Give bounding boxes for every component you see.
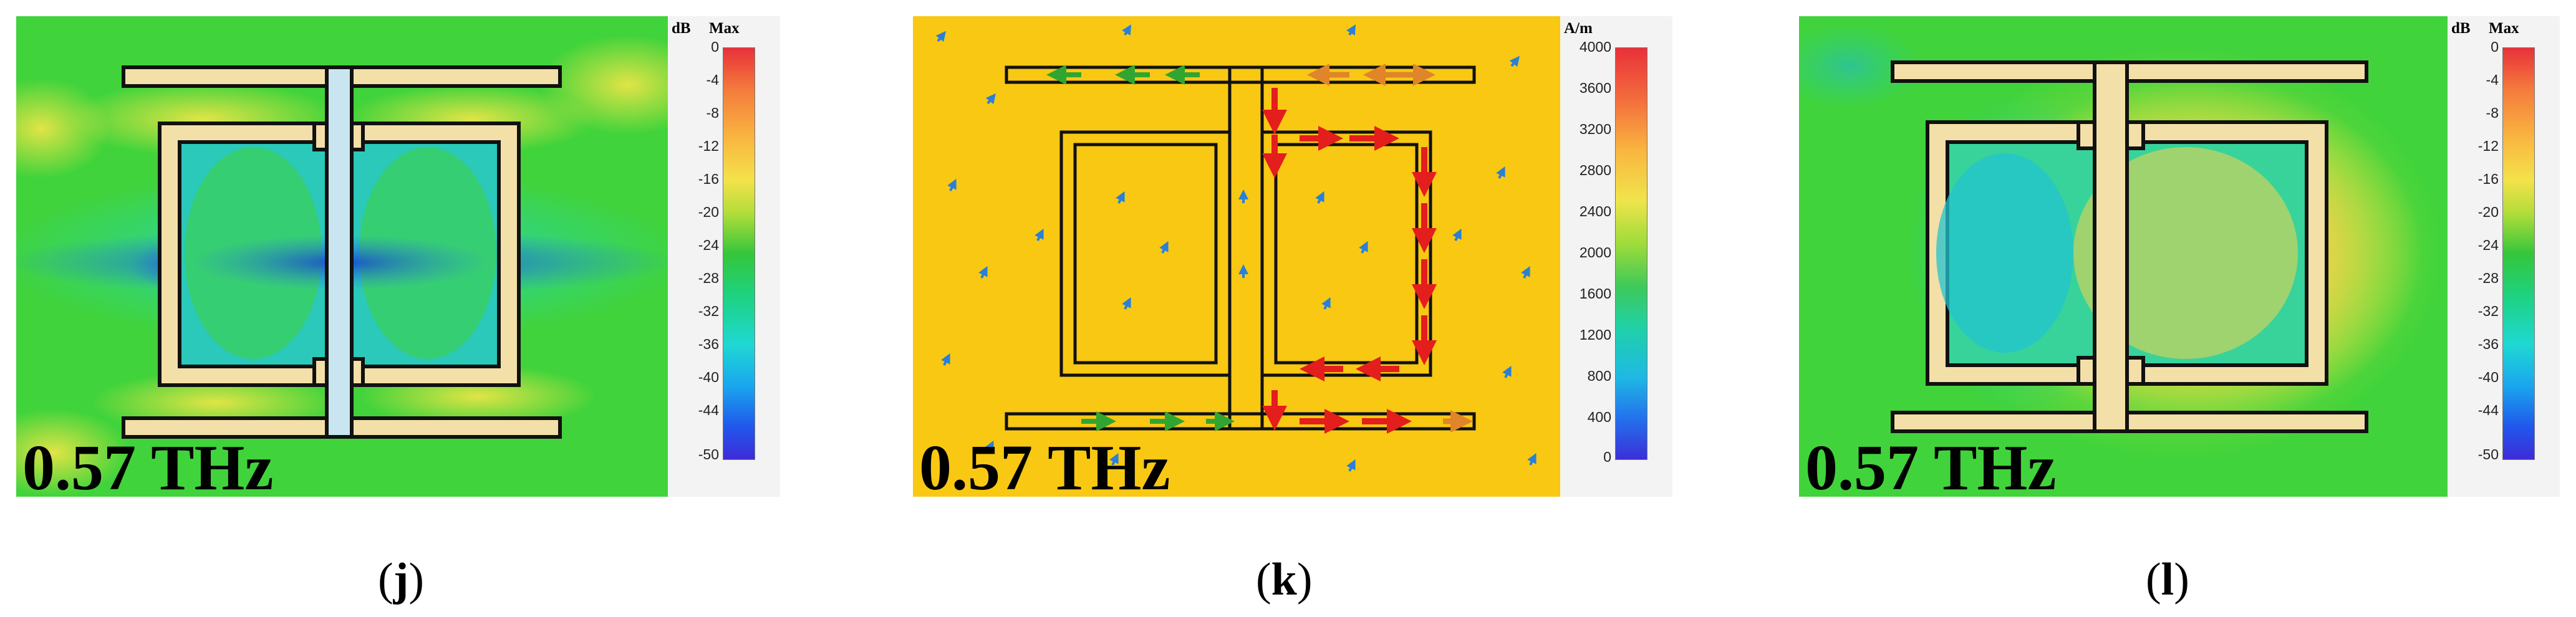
colorbar-l: dB Max 0 -4 -8 -12 -16 -20 -24 -28 -32 -…	[2448, 16, 2560, 497]
field-plot-k: 0.57 THz	[913, 16, 1560, 497]
colorbar-tick: 800	[1587, 368, 1611, 384]
colorbar-tick: -4	[2486, 72, 2499, 88]
colorbar-tick: 3600	[1579, 80, 1611, 96]
colorbar-tick: -8	[2486, 105, 2499, 121]
colorbar-tick: 2400	[1579, 203, 1611, 219]
colorbar-max-l: Max	[2489, 20, 2519, 37]
colorbar-tick: -44	[2477, 402, 2499, 418]
colorbar-k: A/m 4000 3600 3200 2800 2400 2000 1600 1…	[1560, 16, 1672, 497]
colorbar-tick: -24	[698, 237, 719, 253]
colorbar-unit-l: dB	[2451, 20, 2471, 37]
colorbar-tick: -50	[698, 446, 719, 462]
colorbar-gradient-k	[1615, 47, 1647, 460]
surface-current-map-k	[913, 16, 1560, 497]
colorbar-tick: -24	[2477, 237, 2499, 253]
colorbar-gradient-j	[723, 47, 755, 460]
field-plot-j: 0.57 THz	[16, 16, 668, 497]
colorbar-tick: -4	[706, 72, 719, 88]
colorbar-tick: 4000	[1579, 39, 1611, 55]
colorbar-tick: -16	[698, 171, 719, 187]
frequency-label-j: 0.57 THz	[22, 432, 274, 497]
colorbar-unit-j: dB	[672, 20, 691, 37]
frequency-label-l: 0.57 THz	[1805, 432, 2057, 497]
caption-open-l: (	[2146, 554, 2161, 605]
caption-l: (l)	[2146, 553, 2189, 606]
colorbar-unit-k: A/m	[1564, 20, 1593, 37]
caption-open-k: (	[1256, 554, 1271, 605]
colorbar-tick: -40	[698, 369, 719, 385]
caption-letter-k: k	[1271, 554, 1297, 605]
colorbar-tick: 0	[2491, 39, 2499, 55]
colorbar-tick: -36	[698, 336, 719, 352]
colorbar-tick: 2000	[1579, 244, 1611, 261]
colorbar-tick: -50	[2477, 446, 2499, 462]
field-map-l	[1799, 16, 2448, 497]
colorbar-tick: -32	[698, 303, 719, 319]
colorbar-tick: -32	[2477, 303, 2499, 319]
colorbar-gradient-l	[2502, 47, 2535, 460]
colorbar-tick: -44	[698, 402, 719, 418]
colorbar-tick: -16	[2477, 171, 2499, 187]
caption-j: (j)	[378, 553, 424, 606]
field-plot-l: 0.57 THz	[1799, 16, 2448, 497]
colorbar-tick: -12	[2477, 138, 2499, 154]
caption-close-k: )	[1296, 554, 1313, 605]
frequency-label-k: 0.57 THz	[919, 432, 1170, 497]
caption-close-l: )	[2174, 554, 2189, 605]
colorbar-tick: 2800	[1579, 162, 1611, 178]
caption-close-j: )	[408, 554, 424, 605]
colorbar-tick: 400	[1587, 409, 1611, 425]
colorbar-j: dB Max 0 -4 -8 -12 -16 -20 -24 -28 -32 -…	[668, 16, 780, 497]
colorbar-tick: -28	[698, 270, 719, 286]
colorbar-tick: -12	[698, 138, 719, 154]
caption-open-j: (	[378, 554, 393, 605]
colorbar-tick: 0	[711, 39, 719, 55]
colorbar-tick: -20	[2477, 204, 2499, 220]
colorbar-tick: -20	[698, 204, 719, 220]
colorbar-tick: -36	[2477, 336, 2499, 352]
caption-letter-l: l	[2161, 554, 2174, 605]
colorbar-tick: 3200	[1579, 121, 1611, 137]
colorbar-tick: -40	[2477, 369, 2499, 385]
colorbar-tick: 1600	[1579, 285, 1611, 302]
field-map-j	[16, 16, 668, 497]
colorbar-max-j: Max	[709, 20, 740, 37]
colorbar-tick: 1200	[1579, 327, 1611, 343]
colorbar-tick: -8	[706, 105, 719, 121]
caption-letter-j: j	[393, 554, 409, 605]
colorbar-tick: -28	[2477, 270, 2499, 286]
caption-k: (k)	[1256, 553, 1312, 606]
colorbar-tick: 0	[1603, 449, 1611, 465]
